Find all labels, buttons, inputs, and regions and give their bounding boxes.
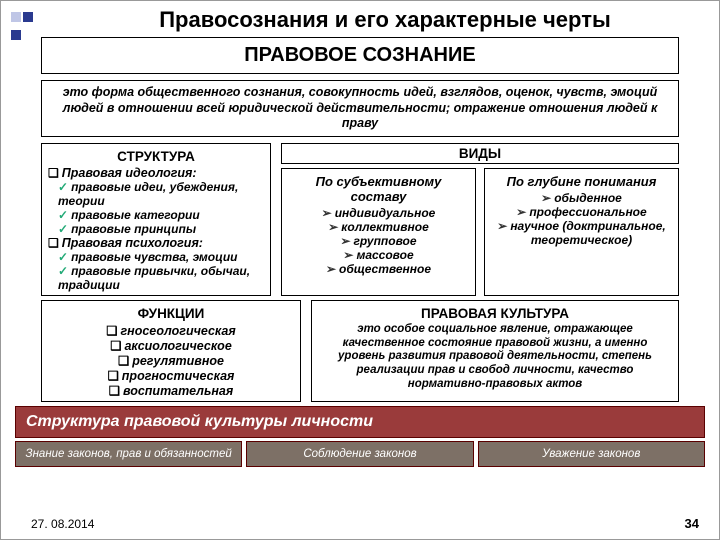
band-cell: Уважение законов xyxy=(478,441,705,467)
psychology-label: Правовая психология: xyxy=(48,236,264,250)
band-cell: Знание законов, прав и обязанностей xyxy=(15,441,242,467)
kind-item: индивидуальное xyxy=(288,206,469,220)
kind-item: общественное xyxy=(288,262,469,276)
page-number: 34 xyxy=(685,516,699,531)
footer-band: Структура правовой культуры личности Зна… xyxy=(15,406,705,467)
structure-box: СТРУКТУРА Правовая идеология: правовые и… xyxy=(41,143,271,296)
functions-header: ФУНКЦИИ xyxy=(48,304,294,323)
definition-box: это форма общественного сознания, совоку… xyxy=(41,80,679,137)
kinds-sub1-title: По субъективному составу xyxy=(288,172,469,206)
corner-decoration xyxy=(11,9,35,45)
culture-text: это особое социальное явление, отражающе… xyxy=(318,323,672,392)
kind-item: обыденное xyxy=(491,191,672,205)
kind-item: научное (доктринальное, теоретическое) xyxy=(491,219,672,247)
band-title: Структура правовой культуры личности xyxy=(15,406,705,438)
ideology-item: правовые идеи, убеждения, теории xyxy=(58,180,264,208)
function-item: регулятивное xyxy=(48,353,294,368)
kind-item: групповое xyxy=(288,234,469,248)
culture-box: ПРАВОВАЯ КУЛЬТУРА это особое социальное … xyxy=(311,300,679,402)
kinds-sub2-title: По глубине понимания xyxy=(491,172,672,191)
kind-item: профессиональное xyxy=(491,205,672,219)
functions-box: ФУНКЦИИ гносеологическая аксиологическое… xyxy=(41,300,301,402)
ideology-item: правовые категории xyxy=(58,208,264,222)
kind-item: коллективное xyxy=(288,220,469,234)
culture-header: ПРАВОВАЯ КУЛЬТУРА xyxy=(318,304,672,323)
function-item: гносеологическая xyxy=(48,323,294,338)
psychology-item: правовые привычки, обычаи, традиции xyxy=(58,264,264,292)
slide-title: Правосознания и его характерные черты xyxy=(1,1,719,37)
function-item: прогностическая xyxy=(48,368,294,383)
kinds-depth-box: По глубине понимания обыденное профессио… xyxy=(484,168,679,296)
psychology-item: правовые чувства, эмоции xyxy=(58,250,264,264)
kinds-header: ВИДЫ xyxy=(281,143,679,164)
kind-item: массовое xyxy=(288,248,469,262)
slide-date: 27. 08.2014 xyxy=(31,517,94,531)
ideology-item: правовые принципы xyxy=(58,222,264,236)
function-item: аксиологическое xyxy=(48,338,294,353)
main-concept-box: ПРАВОВОЕ СОЗНАНИЕ xyxy=(41,37,679,74)
structure-header: СТРУКТУРА xyxy=(48,147,264,166)
kinds-subjective-box: По субъективному составу индивидуальное … xyxy=(281,168,476,296)
function-item: воспитательная xyxy=(48,383,294,398)
ideology-label: Правовая идеология: xyxy=(48,166,264,180)
band-cell: Соблюдение законов xyxy=(246,441,473,467)
